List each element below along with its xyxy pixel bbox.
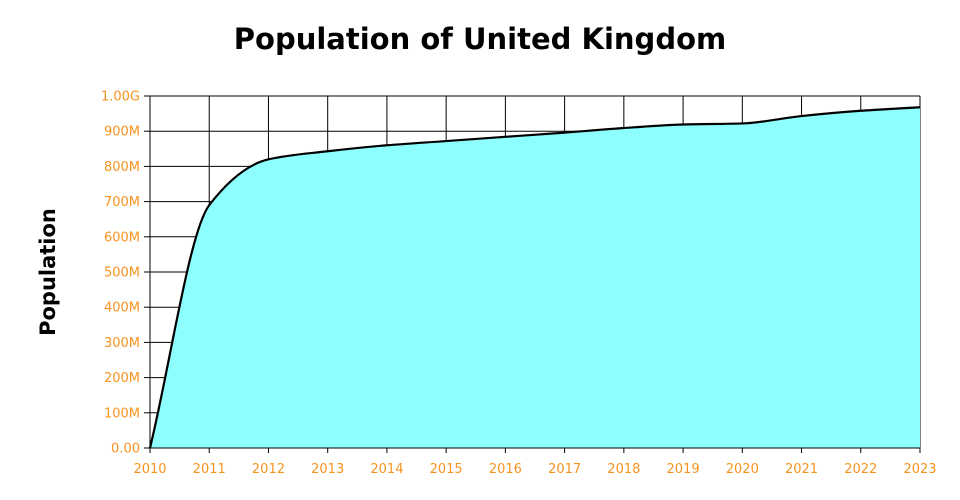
y-tick-label: 400M [104,301,140,316]
y-tick-label: 300M [104,336,140,351]
x-axis-ticks: 2010 2011 2012 2013 2014 2015 2016 2017 2018 2019… [133,448,937,477]
y-axis-ticks: 0.00 100M 200M 300M 400M 500M 600M 700M 800M 900M… [101,90,150,457]
x-tick-label: 2013 [311,462,344,477]
x-tick-label: 2016 [489,462,522,477]
x-tick-label: 2019 [667,462,700,477]
x-tick-label: 2012 [252,462,285,477]
x-tick-label: 2014 [370,462,403,477]
x-tick-label: 2018 [607,462,640,477]
y-tick-label: 600M [104,230,140,245]
x-tick-label: 2017 [548,462,581,477]
chart-title: Population of United Kingdom [233,22,727,56]
y-tick-label: 900M [104,125,140,140]
x-tick-label: 2010 [133,462,166,477]
x-tick-label: 2015 [430,462,463,477]
y-tick-label: 100M [104,406,140,421]
x-tick-label: 2020 [726,462,759,477]
x-tick-label: 2023 [903,462,936,477]
y-tick-label: 0.00 [111,442,140,457]
y-tick-label: 500M [104,266,140,281]
x-tick-label: 2022 [844,462,877,477]
y-tick-label: 800M [104,160,140,175]
y-tick-label: 700M [104,195,140,210]
area-fill [150,107,920,448]
series-line [148,106,921,449]
y-tick-label: 200M [104,371,140,386]
y-tick-label: 1.00G [101,90,140,105]
x-tick-label: 2021 [785,462,818,477]
x-tick-label: 2011 [193,462,226,477]
